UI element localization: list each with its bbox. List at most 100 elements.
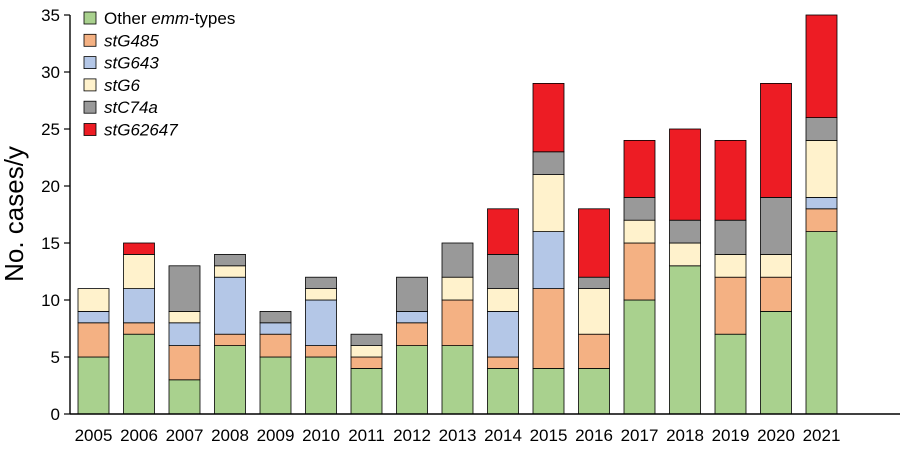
bar-segment-2021-stg643 [805, 196, 838, 210]
bar-segment-2008-stg6 [214, 265, 246, 278]
bar-segment-2009-stc74a [259, 310, 292, 324]
bar-segment-2011-stg6 [350, 345, 383, 358]
legend-swatch [83, 33, 97, 47]
bar-segment-2007-stg485 [168, 345, 201, 381]
x-tick-label: 2011 [348, 426, 385, 445]
bar-segment-2014-stg62647 [487, 208, 519, 255]
bar-segment-2007-stc74a [168, 265, 201, 312]
x-tick-label: 2018 [666, 426, 704, 445]
bar-segment-2006-stg485 [123, 322, 155, 335]
bar-segment-2010-stg485 [305, 345, 337, 358]
bar-segment-2008-stg485 [214, 333, 246, 347]
bar-segment-2011-stc74a [350, 333, 383, 347]
bar-segment-2010-stg643 [305, 299, 337, 346]
bar-segment-2015-stc74a [532, 151, 565, 176]
bar-segment-2008-stg643 [214, 276, 246, 335]
bar-segment-2012-stg485 [396, 322, 428, 346]
bar-segment-2009-stg485 [259, 333, 292, 358]
y-tick-label: 0 [51, 405, 60, 424]
bar-segment-2019-stg62647 [714, 139, 747, 221]
bar-segment-2012-stg643 [396, 310, 428, 324]
bar-segment-2008-other-emm-types [214, 345, 246, 415]
x-tick-label: 2005 [75, 426, 113, 445]
bar-segment-2021-stc74a [805, 117, 838, 141]
bar-segment-2010-other-emm-types [305, 356, 337, 415]
bar-segment-2014-stg485 [487, 356, 519, 369]
bar-segment-2006-stg62647 [123, 242, 155, 255]
bar-segment-2006-stg6 [123, 253, 155, 289]
bar-segment-2015-stg485 [532, 288, 565, 369]
legend-label: stG485 [104, 31, 159, 50]
bar-segment-2009-other-emm-types [259, 356, 292, 415]
bar-segment-2021-stg62647 [805, 14, 838, 118]
x-tick-label: 2007 [166, 426, 204, 445]
x-tick-label: 2017 [621, 426, 659, 445]
bar-segment-2019-stg485 [714, 276, 747, 335]
legend-swatch [83, 100, 97, 114]
y-axis-title: No. cases/y [0, 146, 29, 282]
bar-segment-2020-stg62647 [760, 83, 792, 198]
x-tick-label: 2010 [302, 426, 340, 445]
bar-segment-2005-stg6 [77, 288, 110, 312]
bar-segment-2012-other-emm-types [396, 345, 428, 415]
legend-label: stG643 [104, 54, 159, 73]
bars-group [77, 14, 838, 415]
bar-segment-2017-other-emm-types [623, 299, 656, 415]
bar-segment-2015-stg62647 [532, 83, 565, 153]
bar-segment-2014-stg643 [487, 310, 519, 358]
bar-segment-2012-stc74a [396, 276, 428, 312]
y-tick-label: 10 [41, 291, 60, 310]
x-tick-label: 2020 [757, 426, 795, 445]
bar-segment-2013-stc74a [441, 242, 474, 278]
x-tick-label: 2016 [575, 426, 613, 445]
bar-segment-2015-stg6 [532, 174, 565, 233]
bar-segment-2016-stc74a [578, 276, 610, 290]
bar-segment-2011-other-emm-types [350, 367, 383, 415]
bar-segment-2020-stg485 [760, 276, 792, 312]
bar-segment-2010-stc74a [305, 276, 337, 290]
axes-group: 0 5 10 15 20 25 30 35 2005 2006 2007 2008 2009 2010 20… [41, 6, 900, 445]
bar-segment-2013-stg485 [441, 299, 474, 346]
bar-segment-2016-other-emm-types [578, 367, 610, 415]
x-tick-label: 2019 [712, 426, 750, 445]
x-tick-label: 2009 [257, 426, 295, 445]
x-tick-label: 2006 [120, 426, 158, 445]
bar-segment-2019-stc74a [714, 219, 747, 255]
bar-segment-2014-stc74a [487, 253, 519, 289]
bar-segment-2019-stg6 [714, 253, 747, 278]
bar-segment-2018-other-emm-types [669, 265, 701, 415]
bar-segment-2017-stc74a [623, 196, 656, 221]
bar-segment-2007-other-emm-types [168, 379, 201, 415]
y-tick-label: 30 [41, 63, 60, 82]
x-tick-label: 2015 [530, 426, 568, 445]
bar-segment-2005-other-emm-types [77, 356, 110, 415]
x-tick-label: 2012 [393, 426, 431, 445]
legend-swatch [83, 78, 97, 92]
bar-segment-2016-stg62647 [578, 208, 610, 278]
legend-label: stG62647 [104, 121, 178, 140]
bar-segment-2007-stg643 [168, 322, 201, 346]
bar-segment-2007-stg6 [168, 310, 201, 324]
bar-segment-2006-other-emm-types [123, 333, 155, 415]
legend: Other emm-types stG485 stG643 stG6 stC74a stG… [83, 9, 235, 140]
bar-segment-2005-stg485 [77, 322, 110, 358]
bar-segment-2018-stg62647 [669, 128, 701, 221]
bar-segment-2010-stg6 [305, 288, 337, 301]
y-tick-label: 25 [41, 120, 60, 139]
bar-segment-2021-stg485 [805, 208, 838, 233]
legend-swatch [83, 123, 97, 136]
bar-segment-2017-stg62647 [623, 139, 656, 198]
legend-label: stG6 [104, 76, 140, 95]
y-tick-label: 20 [41, 177, 60, 196]
bar-segment-2014-other-emm-types [487, 367, 519, 415]
bar-segment-2021-other-emm-types [805, 231, 838, 415]
bar-segment-2013-other-emm-types [441, 345, 474, 415]
bar-segment-2017-stg485 [623, 242, 656, 301]
bar-segment-2020-other-emm-types [760, 310, 792, 415]
bar-segment-2015-stg643 [532, 231, 565, 290]
bar-segment-2018-stg6 [669, 242, 701, 267]
y-tick-label: 5 [51, 348, 60, 367]
x-tick-label: 2008 [211, 426, 249, 445]
y-tick-label: 35 [41, 6, 60, 25]
y-tick-label: 15 [41, 234, 60, 253]
